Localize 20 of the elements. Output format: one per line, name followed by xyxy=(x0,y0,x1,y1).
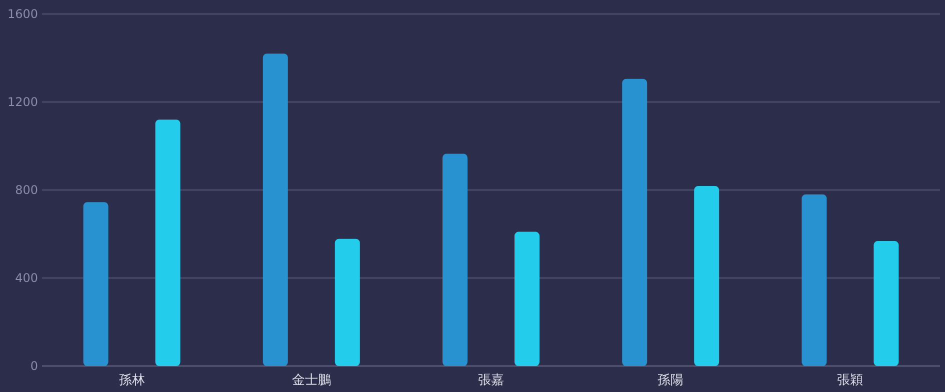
y-tick-label: 0 xyxy=(30,359,38,373)
bar xyxy=(514,232,540,366)
bar xyxy=(802,194,827,366)
x-tick-label: 張嘉 xyxy=(478,373,504,388)
bar xyxy=(442,154,468,366)
bar xyxy=(334,238,360,366)
y-tick-label: 400 xyxy=(15,271,38,285)
bar xyxy=(155,120,180,366)
y-tick-label: 1600 xyxy=(7,7,38,21)
x-tick-label: 張穎 xyxy=(837,373,864,388)
y-tick-label: 800 xyxy=(15,183,38,197)
x-tick-label: 孫林 xyxy=(118,373,145,388)
bar xyxy=(874,241,899,366)
bar xyxy=(694,186,720,366)
y-tick-label: 1200 xyxy=(7,95,38,109)
x-tick-label: 孫陽 xyxy=(658,373,684,388)
bar xyxy=(83,202,108,366)
bar xyxy=(262,54,288,366)
x-tick-label: 金士鵬 xyxy=(292,373,331,388)
bar xyxy=(622,78,648,366)
